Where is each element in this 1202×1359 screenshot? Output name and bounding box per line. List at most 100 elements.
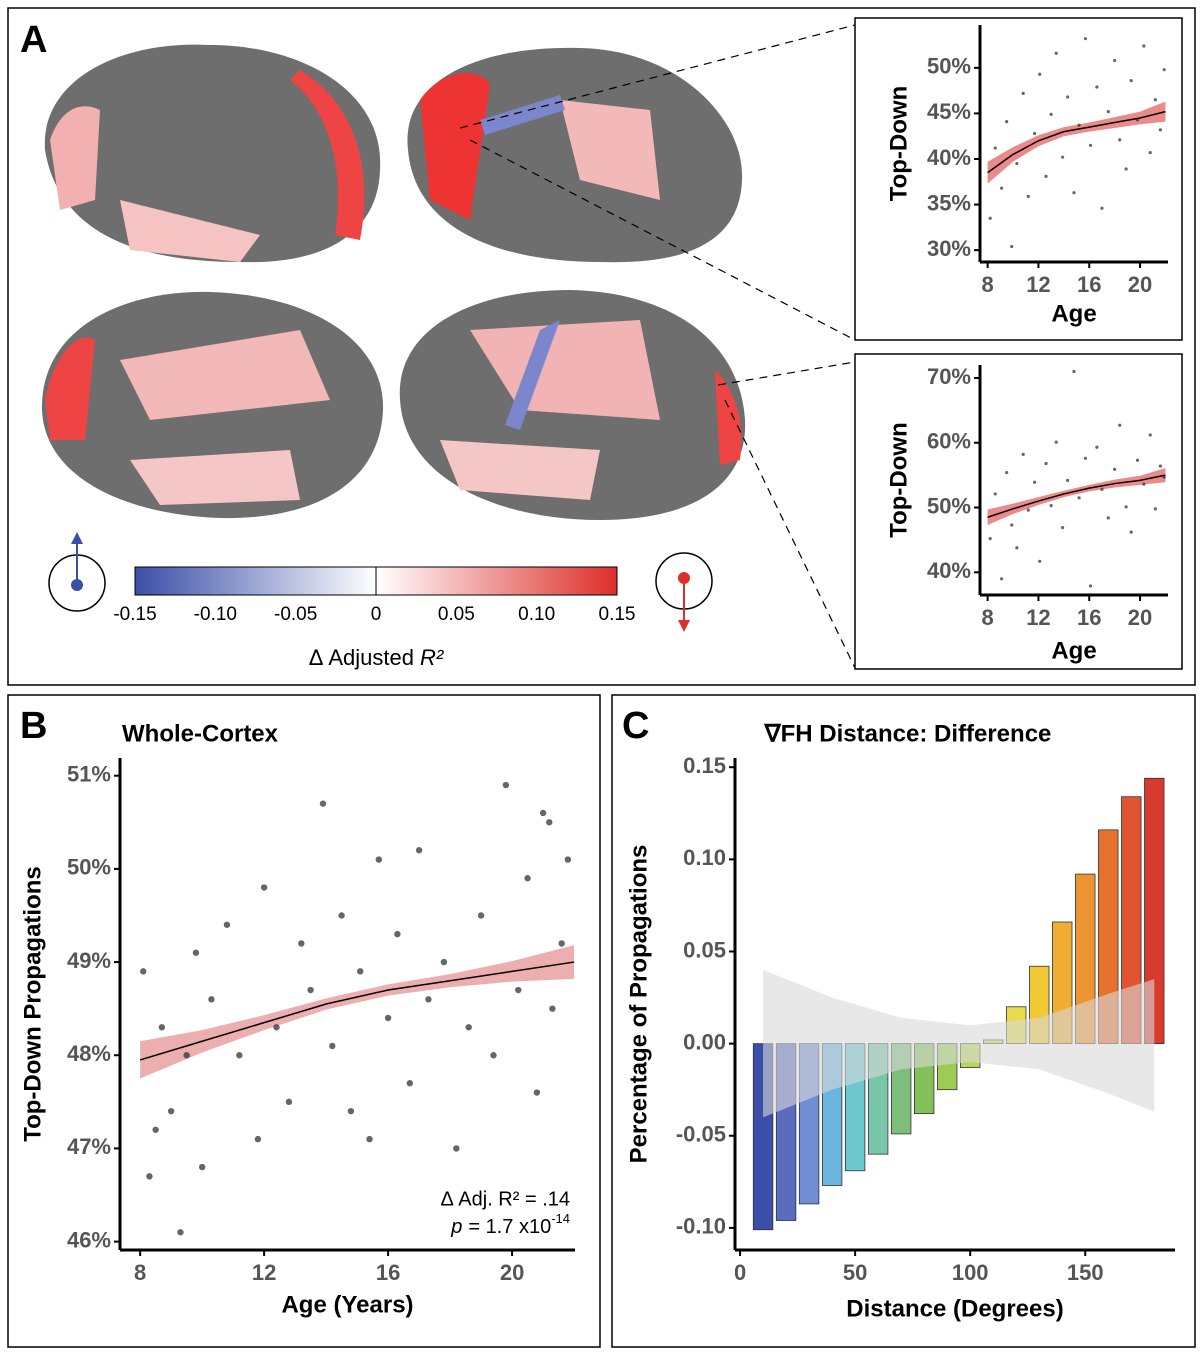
point (558, 940, 565, 947)
inset-frame (854, 353, 1183, 670)
y-axis-label: Top-Down Propagations (19, 866, 46, 1142)
x-tick-label: 20 (1128, 605, 1152, 630)
point (208, 996, 215, 1003)
y-axis-label: Top-Down (885, 422, 912, 538)
callout-lines (459, 24, 856, 669)
point (1124, 167, 1128, 171)
point (1072, 369, 1076, 374)
x-tick-label: 8 (981, 605, 993, 630)
confidence-band (987, 468, 1166, 526)
point (183, 1052, 190, 1059)
point (177, 1229, 184, 1236)
point (524, 875, 531, 882)
y-tick-label: 49% (67, 948, 111, 973)
panel-label: B (20, 705, 47, 747)
panel-c-frame (611, 694, 1196, 1348)
y-tick-label: 70% (927, 364, 971, 389)
point (1005, 470, 1009, 475)
x-tick-label: 150 (1067, 1260, 1104, 1285)
panel-label: A (20, 19, 47, 61)
fit-line (987, 474, 1166, 518)
point (329, 1042, 336, 1050)
point (564, 856, 572, 863)
fit-line (987, 110, 1166, 174)
point (1038, 559, 1042, 563)
panel-b-frame (7, 694, 601, 1348)
colorbar-tick-label: 0 (371, 604, 382, 625)
point (384, 1014, 392, 1022)
y-tick-label: -0.05 (676, 1122, 726, 1147)
y-tick-label: 0.10 (683, 845, 726, 870)
point (1033, 480, 1037, 484)
x-tick-label: 20 (500, 1260, 524, 1285)
point (999, 577, 1004, 581)
point (1153, 98, 1157, 102)
y-tick-label: -0.10 (676, 1214, 726, 1239)
point (1072, 191, 1076, 195)
point (1118, 138, 1122, 142)
chart-title: Whole-Cortex (122, 720, 279, 747)
chart-title: ∇FH Distance: Difference (764, 720, 1052, 747)
point (1083, 37, 1088, 41)
colorbar-tick-label: 0.10 (518, 604, 555, 625)
colorbar-tick-label: -0.05 (274, 604, 317, 625)
y-axis-label: Percentage of Propagations (625, 845, 652, 1164)
annotation: p = 1.7 x10-14 (450, 1211, 570, 1238)
x-axis-label: Age (Years) (281, 1291, 413, 1318)
point (158, 1024, 166, 1031)
annotation: Δ Adj. R² = .14 (440, 1188, 570, 1210)
point (988, 216, 992, 220)
point (1118, 423, 1122, 427)
point (273, 1024, 280, 1031)
x-tick-label: 12 (1026, 605, 1050, 630)
point (1021, 452, 1025, 457)
point (285, 1098, 293, 1106)
point (465, 1024, 472, 1031)
x-axis-label: Distance (Degrees) (846, 1295, 1063, 1322)
x-tick-label: 16 (1077, 272, 1101, 297)
annotation-part: = 1.7 x10 (468, 1216, 551, 1238)
y-tick-label: 40% (927, 558, 971, 583)
point (533, 1089, 541, 1096)
x-tick-label: 8 (981, 272, 993, 297)
inset-frame (854, 17, 1183, 341)
point (394, 930, 401, 938)
point (254, 1135, 262, 1143)
point (440, 958, 448, 966)
x-tick-label: 20 (1128, 272, 1152, 297)
y-tick-label: 48% (67, 1041, 111, 1066)
point (1142, 44, 1146, 48)
point (1113, 467, 1117, 471)
point (1158, 464, 1162, 468)
point (425, 996, 432, 1003)
point (993, 146, 997, 150)
point (1077, 123, 1081, 127)
x-tick-label: 12 (252, 1260, 276, 1285)
point (999, 186, 1004, 190)
point (1054, 51, 1058, 55)
point (167, 1107, 175, 1115)
point (406, 1080, 413, 1087)
point (1010, 523, 1014, 527)
point (375, 856, 383, 863)
x-axis-label: Age (1051, 637, 1096, 664)
x-tick-label: 50 (843, 1260, 867, 1285)
y-tick-label: 50% (927, 493, 971, 518)
point (1066, 478, 1070, 482)
colorbar-label-part: Δ Adjusted (309, 645, 420, 670)
point (260, 884, 268, 891)
y-tick-label: 47% (67, 1134, 111, 1159)
point (223, 921, 231, 928)
point (1148, 433, 1152, 437)
y-tick-label: 50% (927, 54, 971, 79)
point (146, 1173, 153, 1180)
point (152, 1126, 159, 1133)
confidence-band (987, 101, 1166, 184)
point (1088, 143, 1093, 147)
point (1148, 151, 1152, 155)
point (490, 1052, 497, 1059)
point (1106, 516, 1110, 520)
point (453, 1145, 460, 1152)
y-axis-label: Top-Down (885, 86, 912, 202)
